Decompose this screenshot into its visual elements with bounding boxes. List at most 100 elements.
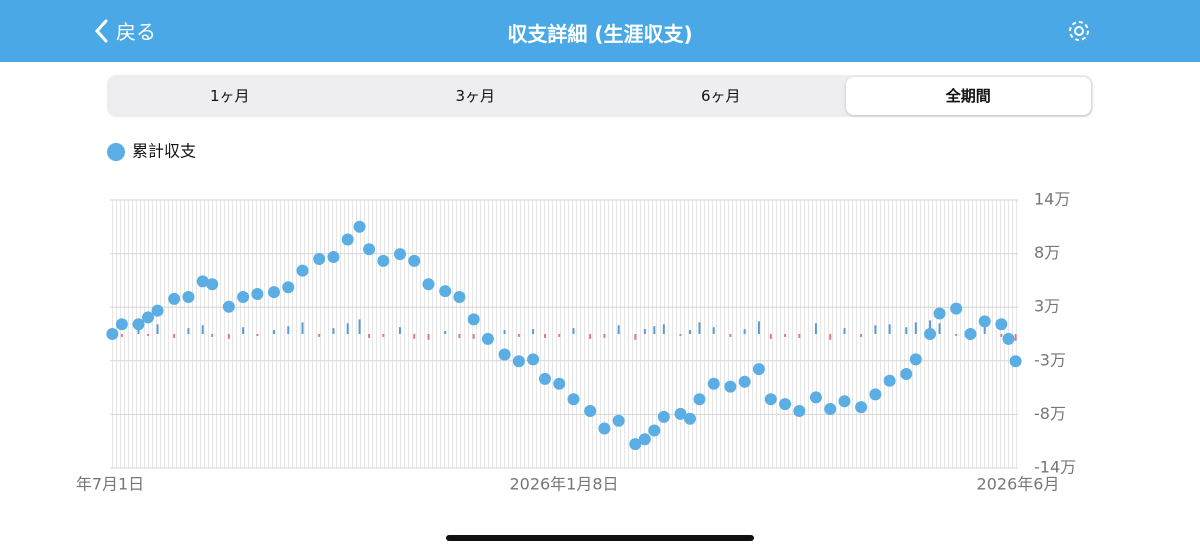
bar — [938, 323, 941, 334]
point — [707, 377, 720, 390]
point — [900, 367, 913, 380]
bar — [698, 322, 701, 334]
bar — [814, 323, 817, 334]
bar — [368, 334, 371, 338]
home-indicator — [446, 535, 754, 541]
bar — [798, 334, 801, 338]
point — [638, 433, 651, 446]
point — [341, 233, 354, 246]
bar — [662, 324, 665, 334]
bar — [427, 334, 430, 340]
period-tab[interactable]: 3ヶ月 — [455, 87, 496, 105]
bar — [888, 324, 891, 334]
bar — [603, 334, 606, 338]
point — [824, 403, 837, 416]
point — [168, 292, 181, 305]
point — [151, 304, 164, 317]
point — [453, 290, 466, 303]
point — [764, 393, 777, 406]
point — [629, 438, 642, 451]
point — [724, 380, 737, 393]
bar — [729, 334, 732, 337]
bar — [688, 330, 691, 334]
bar — [712, 327, 715, 334]
point — [237, 290, 250, 303]
point — [683, 412, 696, 425]
bar — [147, 334, 150, 336]
point — [296, 264, 309, 277]
y-tick-label: -8万 — [1034, 404, 1066, 423]
point — [933, 307, 946, 320]
point — [268, 286, 281, 299]
point — [553, 377, 566, 390]
bar — [156, 324, 159, 334]
x-tick-label: 2026年6月 — [977, 475, 1060, 494]
bar — [617, 325, 620, 334]
point — [408, 254, 421, 267]
bar — [543, 334, 546, 338]
back-button[interactable]: 戻る — [94, 16, 156, 45]
settings-icon[interactable] — [1066, 18, 1092, 44]
header: 戻る 収支詳細 (生涯収支) — [0, 0, 1200, 62]
point — [538, 372, 551, 385]
point — [196, 275, 209, 288]
point — [674, 407, 687, 420]
point — [567, 393, 580, 406]
point — [648, 424, 661, 437]
point — [439, 285, 452, 298]
y-tick-label: 3万 — [1034, 297, 1060, 316]
point — [598, 422, 611, 435]
y-tick-label: -14万 — [1034, 458, 1076, 477]
bar — [905, 327, 908, 334]
point — [467, 313, 480, 326]
bar — [532, 329, 535, 334]
point — [978, 315, 991, 328]
bar — [558, 334, 561, 337]
bar — [874, 325, 877, 334]
point — [206, 278, 219, 291]
point — [498, 348, 511, 361]
bar — [242, 327, 245, 334]
point — [612, 414, 625, 427]
bar — [472, 334, 475, 339]
chevron-icon — [94, 19, 108, 42]
point — [738, 375, 751, 388]
bar — [653, 326, 656, 334]
point — [353, 220, 366, 233]
period-tab[interactable]: 6ヶ月 — [700, 87, 741, 105]
point — [512, 355, 525, 368]
bar — [173, 334, 176, 338]
bar — [983, 324, 986, 334]
bar — [227, 334, 230, 339]
bar — [634, 334, 637, 340]
period-tab[interactable]: 1ヶ月 — [209, 87, 250, 105]
bar — [256, 334, 259, 336]
point — [809, 391, 822, 404]
point — [142, 311, 155, 324]
bar — [398, 327, 401, 334]
point — [393, 248, 406, 261]
point — [855, 401, 868, 414]
point — [1002, 332, 1015, 345]
bar — [757, 321, 760, 334]
period-tab[interactable]: 全期間 — [845, 77, 1091, 115]
bar — [287, 326, 290, 334]
bar — [318, 334, 321, 337]
point — [481, 332, 494, 345]
bar — [769, 334, 772, 339]
y-tick-label: 14万 — [1034, 190, 1070, 209]
bar — [589, 334, 592, 339]
header-title: 収支詳細 (生涯収支) — [507, 22, 693, 46]
bar — [643, 329, 646, 334]
bar — [187, 328, 190, 334]
point — [327, 251, 340, 264]
bar — [517, 334, 520, 337]
point — [693, 393, 706, 406]
point — [995, 318, 1008, 331]
point — [657, 410, 670, 423]
point — [909, 353, 922, 366]
point — [132, 318, 145, 331]
bar — [914, 322, 917, 334]
